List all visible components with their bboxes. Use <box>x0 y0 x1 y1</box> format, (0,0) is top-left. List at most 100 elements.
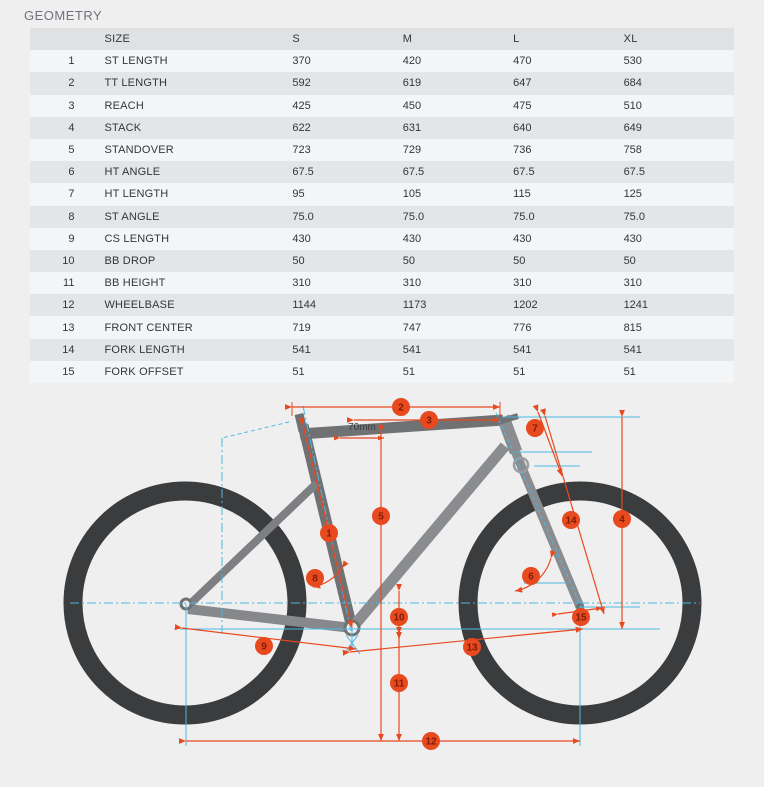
header-cell-l: L <box>513 28 624 51</box>
callout-badge-12[interactable]: 12 <box>422 732 440 750</box>
cell-name: FORK LENGTH <box>82 338 293 361</box>
cell-xl: 758 <box>623 138 734 162</box>
callout-badge-3[interactable]: 3 <box>420 411 438 429</box>
callout-label: 10 <box>393 613 405 624</box>
cell-s: 622 <box>292 116 403 139</box>
cell-xl: 310 <box>623 272 734 295</box>
cell-m: 631 <box>402 116 514 139</box>
cell-l: 75.0 <box>513 205 624 228</box>
callout-badge-8[interactable]: 8 <box>306 569 324 587</box>
cell-l: 541 <box>513 338 624 361</box>
cell-index: 7 <box>30 183 83 206</box>
callout-badge-1[interactable]: 1 <box>320 524 338 542</box>
cell-xl: 815 <box>623 316 734 339</box>
cell-index: 8 <box>30 205 83 228</box>
callout-badge-9[interactable]: 9 <box>255 637 273 655</box>
cell-index: 13 <box>30 316 83 339</box>
cell-xl: 510 <box>623 94 734 117</box>
table-row: 7 HT LENGTH 95 105 115 125 <box>30 183 734 206</box>
cell-xl: 1241 <box>623 294 734 317</box>
table-row: 3 REACH 425 450 475 510 <box>30 94 734 117</box>
callout-badge-11[interactable]: 11 <box>390 674 408 692</box>
cell-s: 425 <box>292 94 403 117</box>
cell-xl: 649 <box>623 116 734 139</box>
cell-s: 1144 <box>292 294 403 317</box>
callout-badge-15[interactable]: 15 <box>572 608 590 626</box>
cell-s: 723 <box>292 138 403 162</box>
table-row: 2 TT LENGTH 592 619 647 684 <box>30 72 734 95</box>
header-cell-m: M <box>402 28 514 51</box>
callout-badge-7[interactable]: 7 <box>526 419 544 437</box>
down-tube <box>347 442 510 632</box>
callout-label: 3 <box>426 416 432 427</box>
table-row: 6 HT ANGLE 67.5 67.5 67.5 67.5 <box>30 161 734 184</box>
callout-label: 14 <box>565 516 577 527</box>
callout-label: 15 <box>575 613 587 624</box>
callout-badge-14[interactable]: 14 <box>562 511 580 529</box>
callout-label: 8 <box>312 574 318 585</box>
geometry-table-body: SIZE S M L XL 1 ST LENGTH 370 420 470 53… <box>30 28 734 383</box>
cell-l: 1202 <box>513 294 624 317</box>
callout-badge-13[interactable]: 13 <box>463 638 481 656</box>
cell-s: 370 <box>292 50 403 73</box>
callout-badges: 1 2 3 4 5 6 7 8 <box>255 398 631 750</box>
bike-geometry-diagram: 1 2 3 4 5 6 7 8 <box>63 398 702 750</box>
callout-badge-5[interactable]: 5 <box>372 507 390 525</box>
callout-badge-10[interactable]: 10 <box>390 608 408 626</box>
cell-xl: 684 <box>623 72 734 95</box>
fork-crown <box>512 456 530 474</box>
cell-m: 450 <box>402 94 514 117</box>
cell-m: 105 <box>402 183 514 206</box>
callout-badge-4[interactable]: 4 <box>613 510 631 528</box>
table-row: 4 STACK 622 631 640 649 <box>30 116 734 139</box>
cell-s: 75.0 <box>292 205 403 228</box>
table-row: 8 ST ANGLE 75.0 75.0 75.0 75.0 <box>30 205 734 228</box>
seatstay <box>185 480 320 609</box>
cell-index: 14 <box>30 338 83 361</box>
chainstay <box>187 604 353 633</box>
callout-badge-2[interactable]: 2 <box>392 398 410 416</box>
table-row: 5 STANDOVER 723 729 736 758 <box>30 138 734 162</box>
cell-xl: 75.0 <box>623 205 734 228</box>
callout-label: 2 <box>398 403 404 414</box>
cell-name: STANDOVER <box>82 138 293 162</box>
cell-m: 430 <box>402 227 514 250</box>
dim-line-cs-length <box>174 624 357 652</box>
cell-name: WHEELBASE <box>82 294 293 317</box>
cell-name: STACK <box>82 116 293 139</box>
cell-m: 747 <box>402 316 514 339</box>
cell-s: 430 <box>292 227 403 250</box>
cell-m: 619 <box>402 72 514 95</box>
table-row: 9 CS LENGTH 430 430 430 430 <box>30 227 734 250</box>
cell-l: 640 <box>513 116 624 139</box>
cell-l: 430 <box>513 227 624 250</box>
callout-badge-6[interactable]: 6 <box>522 567 540 585</box>
callout-label: 6 <box>528 572 534 583</box>
construction-lines <box>70 405 700 746</box>
cell-xl: 530 <box>623 50 734 73</box>
cell-l: 475 <box>513 94 624 117</box>
cell-s: 719 <box>292 316 403 339</box>
cell-name: CS LENGTH <box>82 227 293 250</box>
table-row: 1 ST LENGTH 370 420 470 530 <box>30 50 734 73</box>
cell-index: 9 <box>30 227 83 250</box>
callout-label: 1 <box>326 529 332 540</box>
callout-label: 5 <box>378 512 384 523</box>
cell-name: ST ANGLE <box>82 205 293 228</box>
cell-name: REACH <box>82 94 293 117</box>
cell-l: 67.5 <box>513 161 624 184</box>
table-row: 12 WHEELBASE 1144 1173 1202 1241 <box>30 294 734 317</box>
cell-l: 51 <box>513 360 624 383</box>
cell-m: 1173 <box>402 294 514 317</box>
cell-l: 736 <box>513 138 624 162</box>
table-header-row: SIZE S M L XL <box>30 28 734 51</box>
cell-m: 420 <box>402 50 514 73</box>
cell-xl: 125 <box>623 183 734 206</box>
cell-s: 95 <box>292 183 403 206</box>
cell-xl: 430 <box>623 227 734 250</box>
cell-index: 4 <box>30 116 83 139</box>
cell-l: 115 <box>513 183 624 206</box>
cell-l: 310 <box>513 272 624 295</box>
cell-s: 592 <box>292 72 403 95</box>
cell-index: 1 <box>30 50 83 73</box>
